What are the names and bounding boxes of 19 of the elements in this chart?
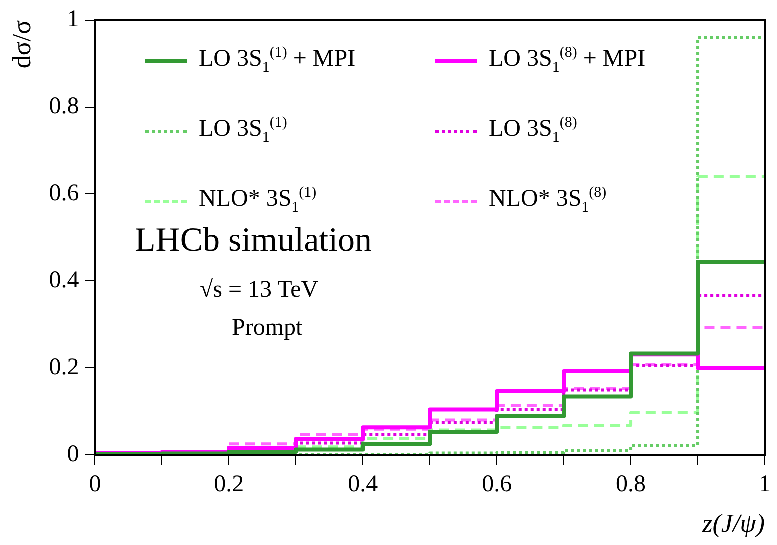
x-tick-label: 1 <box>759 472 771 498</box>
y-axis-title: dσ/σ <box>7 20 36 69</box>
y-tick-label: 0.4 <box>49 267 80 294</box>
annotation: √s = 13 TeV <box>200 277 319 304</box>
y-tick-label: 0.8 <box>49 94 80 120</box>
x-tick-label: 0.4 <box>348 472 378 498</box>
x-tick-label: 0 <box>89 472 102 498</box>
y-tick-label: 0.2 <box>49 354 80 380</box>
x-tick-label: 0.6 <box>482 472 512 498</box>
legend-label: LO 3S$_{1}$$^{(8)}$ + MPI <box>489 45 646 77</box>
y-tick-label: 0 <box>67 441 80 468</box>
x-tick-label: 0.8 <box>616 472 646 498</box>
y-tick-label: 1 <box>67 6 80 33</box>
annotation: Prompt <box>232 315 303 342</box>
legend-label: LO 3S$_{1}$$^{(1)}$ + MPI <box>199 45 356 77</box>
annotation: LHCb simulation <box>135 222 372 260</box>
y-tick-label: 0.6 <box>49 180 80 207</box>
x-tick-label: 0.2 <box>214 472 244 498</box>
x-axis-title: z(J/ψ) <box>702 509 765 538</box>
